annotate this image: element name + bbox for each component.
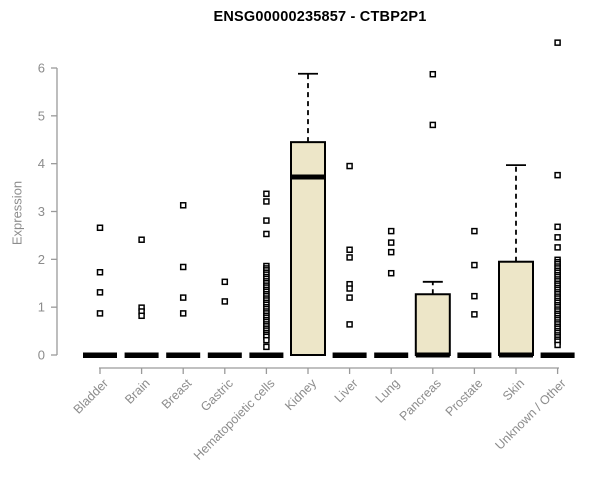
- data-point: [263, 336, 270, 344]
- category-label: Bladder: [71, 376, 111, 416]
- category-label: Prostate: [443, 376, 486, 419]
- data-point: [96, 268, 104, 276]
- data-point: [471, 311, 478, 318]
- y-tick-label: 2: [38, 252, 45, 267]
- data-point: [429, 70, 437, 78]
- data-point: [179, 202, 187, 209]
- data-point: [387, 248, 395, 256]
- data-point: [387, 227, 395, 235]
- data-point: [96, 310, 104, 317]
- category-label: Brain: [122, 376, 153, 407]
- chart-title: ENSG00000235857 - CTBP2P1: [213, 9, 427, 25]
- category-label: Hematopoietic cells: [191, 376, 278, 463]
- data-point: [263, 190, 270, 198]
- category-label: Pancreas: [397, 376, 444, 423]
- data-point: [554, 341, 561, 349]
- data-point: [346, 246, 353, 254]
- data-point: [471, 292, 478, 300]
- data-point: [346, 294, 353, 301]
- data-point: [554, 234, 561, 241]
- y-tick-label: 1: [38, 300, 45, 315]
- data-point: [138, 312, 145, 320]
- data-point: [429, 121, 437, 129]
- data-point: [96, 289, 104, 296]
- data-point: [346, 162, 353, 170]
- data-point: [387, 269, 395, 277]
- category-label: Gastric: [198, 376, 236, 414]
- data-point: [471, 261, 478, 269]
- data-point: [179, 294, 187, 301]
- data-point: [554, 39, 561, 46]
- data-point: [179, 263, 187, 271]
- data-point: [346, 254, 353, 261]
- data-point: [96, 224, 104, 232]
- collapsed-box: [457, 352, 492, 358]
- data-point: [554, 171, 561, 179]
- collapsed-box: [540, 352, 575, 358]
- collapsed-box: [83, 352, 117, 358]
- data-point: [221, 278, 229, 286]
- data-point: [179, 310, 187, 317]
- collapsed-box: [124, 352, 159, 358]
- y-tick-label: 0: [38, 348, 45, 363]
- data-point: [263, 217, 270, 224]
- data-point: [554, 244, 561, 251]
- collapsed-box: [332, 352, 367, 358]
- y-tick-label: 4: [38, 156, 45, 171]
- category-label: Breast: [159, 376, 195, 412]
- category-label: Unknown / Other: [492, 376, 568, 452]
- category-label: Liver: [332, 376, 361, 405]
- y-tick-label: 5: [38, 108, 45, 123]
- data-point: [263, 343, 270, 351]
- collapsed-box: [374, 352, 409, 358]
- data-point: [138, 236, 145, 243]
- collapsed-box: [207, 352, 242, 358]
- data-point: [346, 321, 353, 328]
- y-tick-label: 6: [38, 61, 45, 76]
- box: [414, 293, 451, 356]
- data-point: [263, 230, 270, 238]
- collapsed-box: [249, 352, 284, 358]
- data-point: [471, 227, 478, 235]
- category-label: Lung: [373, 376, 403, 406]
- collapsed-box: [166, 352, 201, 358]
- data-point: [554, 223, 561, 231]
- y-tick-label: 3: [38, 204, 45, 219]
- box: [290, 141, 326, 356]
- category-label: Kidney: [282, 376, 319, 413]
- data-point: [221, 298, 229, 305]
- data-point: [387, 239, 395, 246]
- box: [498, 260, 534, 356]
- data-point: [263, 198, 270, 205]
- category-label: Skin: [500, 376, 527, 403]
- data-point: [346, 285, 353, 292]
